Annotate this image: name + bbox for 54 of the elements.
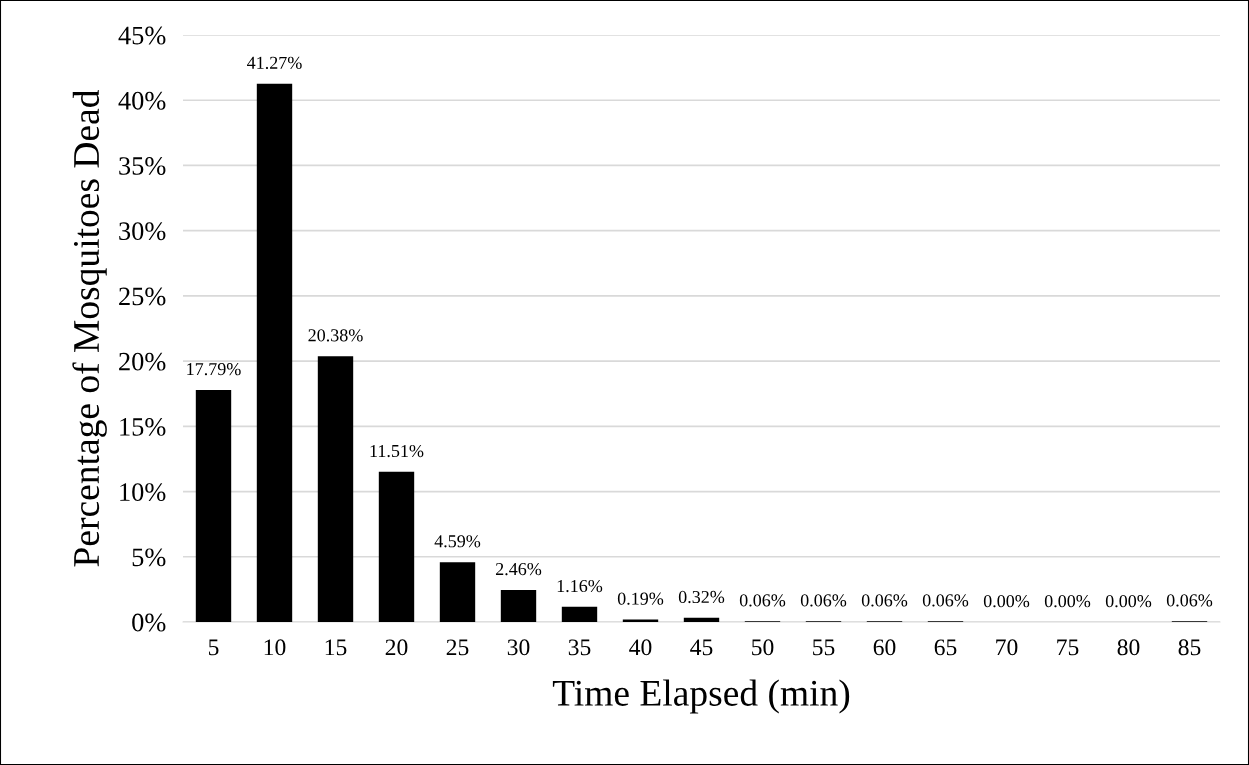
y-tick-label: 40%: [118, 91, 166, 110]
x-tick-label: 30: [507, 639, 530, 656]
x-tick-label: 35: [568, 639, 591, 656]
data-label: 0.06%: [800, 594, 847, 607]
bar: [439, 562, 476, 622]
x-tick-label: 85: [1178, 639, 1201, 656]
y-tick-label: 0%: [132, 613, 166, 632]
y-tick-label: 45%: [118, 26, 166, 45]
y-tick-label: 35%: [119, 157, 166, 175]
x-tick-label: 25: [446, 639, 469, 656]
x-tick-label: 5: [208, 639, 219, 656]
bar: [256, 83, 293, 622]
bar: [500, 589, 537, 622]
x-tick-label: 75: [1057, 639, 1079, 656]
data-label: 11.51%: [370, 444, 424, 458]
data-label: 0.06%: [1166, 594, 1213, 607]
y-tick-label: 25%: [119, 287, 166, 306]
data-label: 41.27%: [247, 56, 302, 69]
data-label: 0.00%: [1044, 595, 1091, 608]
bar: [317, 356, 354, 622]
data-label: 4.59%: [434, 535, 481, 548]
x-tick-label: 20: [385, 639, 408, 656]
data-label: 1.16%: [557, 579, 603, 593]
bar: [378, 471, 415, 622]
x-axis-title: Time Elapsed (min): [552, 679, 850, 714]
y-tick-label: 10%: [120, 483, 166, 502]
data-label: 2.46%: [495, 562, 542, 576]
data-label: 0.00%: [1105, 595, 1152, 608]
y-axis-title: Percentage of Mosquitoes Dead: [72, 89, 107, 567]
x-tick-label: 70: [996, 639, 1018, 656]
y-tick-label: 20%: [119, 352, 166, 371]
x-tick-label: 60: [873, 639, 896, 656]
bar: [195, 389, 232, 622]
y-tick-label: 5%: [132, 548, 166, 567]
data-label: 0.06%: [922, 594, 969, 607]
x-tick-label: 65: [934, 639, 957, 656]
bar: [561, 606, 598, 622]
data-label: 17.79%: [187, 362, 241, 376]
x-tick-label: 40: [629, 639, 652, 656]
data-label: 0.06%: [861, 594, 908, 607]
data-label: 0.00%: [983, 595, 1030, 608]
data-label: 0.06%: [739, 594, 786, 607]
y-tick-label: 30%: [119, 222, 166, 241]
x-tick-label: 15: [325, 639, 347, 656]
data-label: 20.38%: [308, 329, 363, 342]
data-label: 0.19%: [617, 592, 664, 605]
bar: [683, 617, 720, 622]
x-tick-label: 45: [690, 639, 713, 656]
x-tick-label: 80: [1117, 639, 1140, 656]
x-tick-label: 55: [813, 639, 835, 656]
data-label: 0.32%: [678, 590, 725, 604]
y-tick-label: 15%: [120, 417, 166, 436]
x-tick-label: 50: [752, 639, 774, 656]
x-tick-label: 10: [264, 639, 286, 656]
